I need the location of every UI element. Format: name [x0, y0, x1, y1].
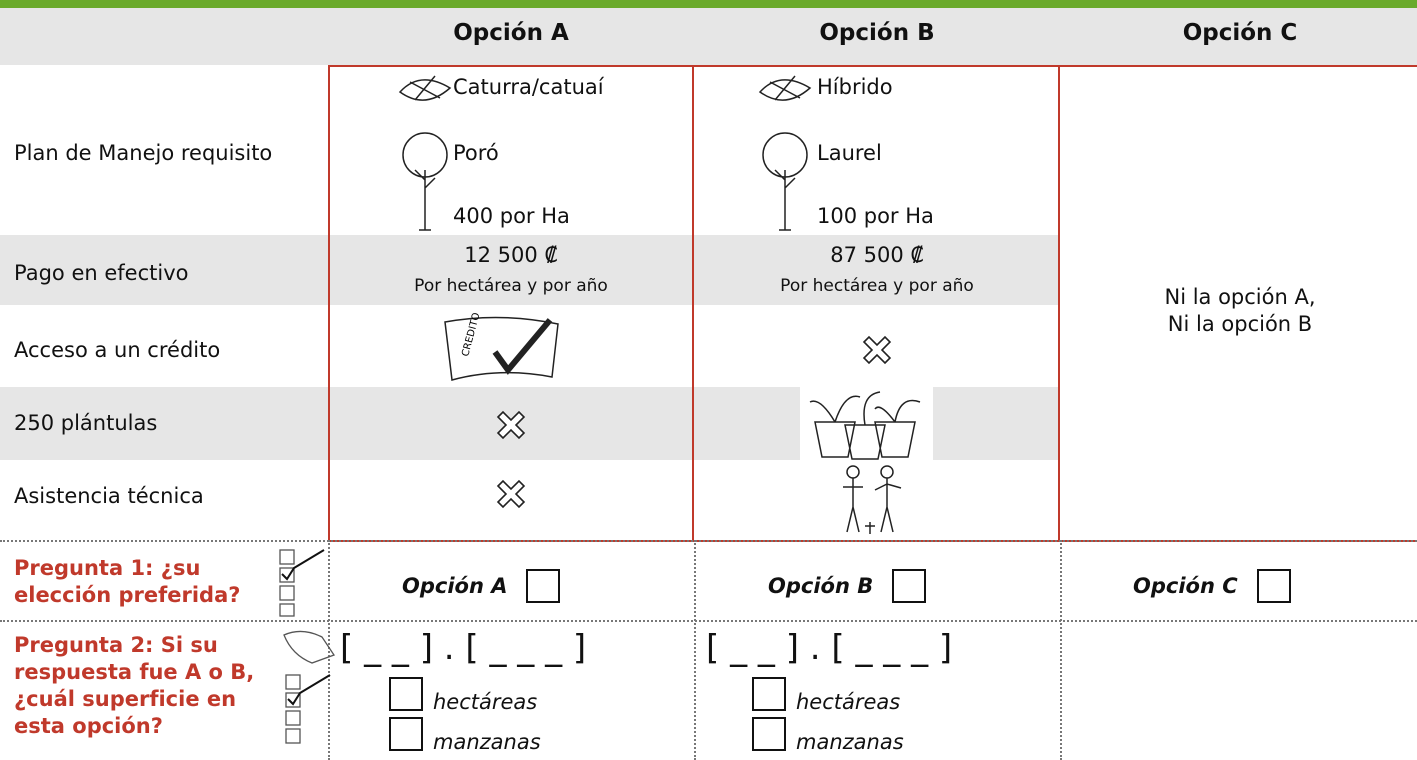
- payment-amount: 12 500 ₡: [464, 243, 558, 267]
- question-line: esta opción?: [14, 714, 163, 738]
- column-header: Opción B: [819, 20, 935, 46]
- plant-icons: [758, 75, 812, 231]
- payment-note: Por hectárea y por año: [780, 276, 974, 296]
- checkbox[interactable]: [389, 677, 423, 711]
- row-divider: [0, 620, 1417, 622]
- choice-label: Opción B: [768, 574, 874, 598]
- payment-amount: 87 500 ₡: [830, 243, 924, 267]
- question-label: Pregunta 2: Si su respuesta fue A o B, ¿cu…: [14, 632, 254, 740]
- column-header: Opción A: [453, 20, 569, 46]
- checkbox[interactable]: [752, 717, 786, 751]
- checkbox[interactable]: [752, 677, 786, 711]
- checklist-icon: [283, 630, 335, 744]
- unit-label: hectáreas: [796, 690, 901, 714]
- row-label: Pago en efectivo: [14, 261, 189, 285]
- unit-label: hectáreas: [433, 690, 538, 714]
- column-header: Opción C: [1182, 20, 1298, 46]
- checklist-icon: [279, 549, 325, 617]
- x-icon: [496, 410, 526, 440]
- coffee-variety: Híbrido: [817, 75, 893, 99]
- question-label: Pregunta 1: ¿su elección preferida?: [14, 555, 240, 609]
- seedling-pots: [800, 387, 933, 460]
- payment-note: Por hectárea y por año: [414, 276, 608, 296]
- question-line: elección preferida?: [14, 583, 241, 607]
- question-line: respuesta fue A o B,: [14, 660, 255, 684]
- row-label: Asistencia técnica: [14, 484, 204, 508]
- header-bg: [0, 8, 1417, 65]
- tree-density: 400 por Ha: [453, 204, 570, 228]
- x-icon: [496, 479, 526, 509]
- row-label: 250 plántulas: [14, 411, 158, 435]
- plant-icons: [398, 75, 452, 231]
- tree-density: 100 por Ha: [817, 204, 934, 228]
- checkbox[interactable]: [526, 569, 560, 603]
- shade-tree: Laurel: [817, 141, 882, 165]
- question-line: Pregunta 1: ¿su: [14, 556, 201, 580]
- checkbox[interactable]: [1257, 569, 1291, 603]
- column-divider: [1060, 540, 1062, 760]
- checkbox[interactable]: [389, 717, 423, 751]
- choice-label: Opción A: [402, 574, 508, 598]
- checkbox[interactable]: [892, 569, 926, 603]
- top-bar: [0, 0, 1417, 8]
- row-bg: [0, 235, 1060, 305]
- column-divider: [694, 540, 696, 760]
- x-icon: [862, 335, 892, 365]
- column-divider: [328, 540, 330, 760]
- area-blank: [ _ _ ] . [ _ _ _ ]: [706, 628, 953, 668]
- choice-label: Opción C: [1133, 574, 1238, 598]
- row-label: Plan de Manejo requisito: [14, 141, 273, 165]
- row-divider: [0, 540, 1417, 542]
- coffee-variety: Caturra/catuaí: [453, 75, 604, 99]
- question-line: ¿cuál superficie en: [14, 687, 237, 711]
- option-c-text: Ni la opción B: [1167, 312, 1313, 336]
- option-a-frame: [328, 65, 694, 542]
- question-line: Pregunta 2: Si su: [14, 633, 218, 657]
- row-label: Acceso a un crédito: [14, 338, 221, 362]
- option-c-text: Ni la opción A,: [1164, 285, 1316, 309]
- technicians: [843, 465, 902, 534]
- unit-label: manzanas: [433, 730, 541, 754]
- credit-flag: CREDITO: [444, 312, 559, 381]
- unit-label: manzanas: [796, 730, 904, 754]
- area-blank: [ _ _ ] . [ _ _ _ ]: [340, 628, 587, 668]
- shade-tree: Poró: [453, 141, 499, 165]
